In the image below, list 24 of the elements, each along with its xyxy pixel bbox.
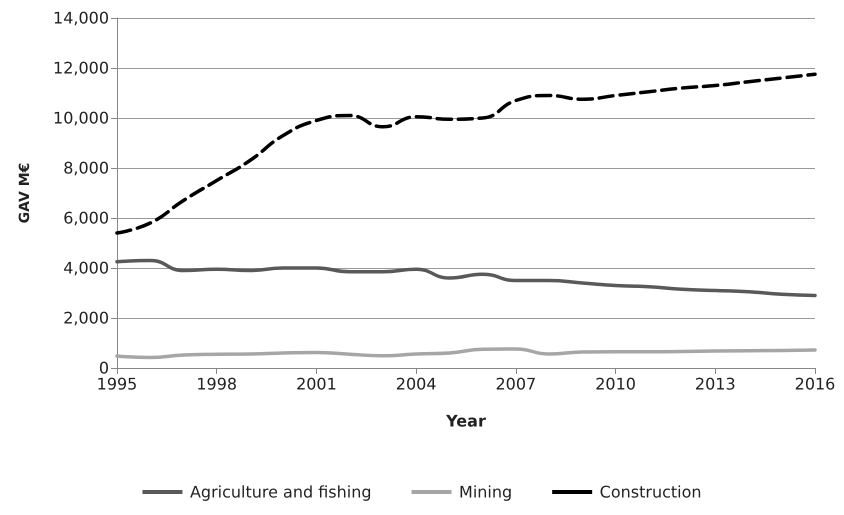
x-tick-label: 2010 bbox=[595, 374, 636, 394]
y-tick-label: 6,000 bbox=[63, 208, 109, 228]
x-tick-label: 2016 bbox=[794, 374, 836, 394]
y-axis-title: GAV M€ bbox=[17, 162, 33, 224]
line-series bbox=[115, 72, 817, 235]
x-tick-label: 2013 bbox=[694, 374, 736, 394]
line-series bbox=[115, 258, 817, 298]
x-tick-label: 2001 bbox=[296, 374, 337, 394]
legend-label: Construction bbox=[600, 482, 702, 502]
y-tick-label: 8,000 bbox=[63, 158, 109, 178]
y-tick-label: 14,000 bbox=[53, 8, 109, 28]
line-series bbox=[115, 347, 817, 360]
y-tick-label: 0 bbox=[98, 358, 109, 378]
x-tick-label: 1998 bbox=[196, 374, 238, 394]
x-tick-label: 2007 bbox=[496, 374, 536, 394]
y-tick-label: 4,000 bbox=[63, 258, 109, 278]
legend-label: Mining bbox=[459, 482, 512, 502]
x-tick-label: 1995 bbox=[96, 374, 138, 394]
x-tick-label: 2004 bbox=[396, 374, 436, 394]
x-axis-title: Year bbox=[445, 412, 486, 430]
y-tick-label: 12,000 bbox=[53, 58, 109, 78]
y-tick-label: 10,000 bbox=[53, 108, 109, 128]
y-tick-label: 2,000 bbox=[63, 308, 109, 328]
legend-label: Agriculture and fishing bbox=[190, 482, 372, 502]
